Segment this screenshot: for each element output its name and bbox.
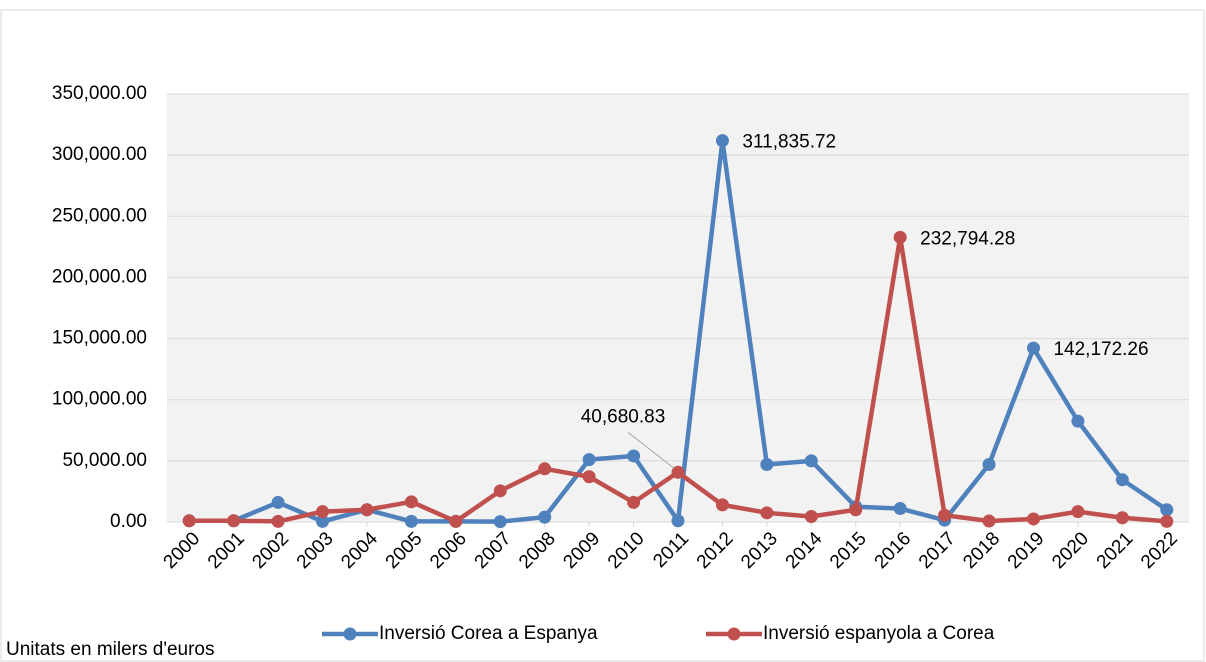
series-marker (360, 503, 374, 517)
y-tick-label: 150,000.00 (52, 328, 147, 349)
series-marker (760, 506, 774, 520)
series-marker (582, 470, 596, 484)
series-marker (404, 514, 418, 528)
legend-label: Inversió espanyola a Corea (763, 623, 995, 644)
series-marker (493, 484, 507, 498)
series-marker (1160, 503, 1174, 517)
series-marker (316, 514, 330, 528)
series-marker (538, 510, 552, 524)
series-marker (404, 495, 418, 509)
y-tick-label: 250,000.00 (52, 205, 147, 226)
data-label: 40,680.83 (581, 406, 666, 427)
series-marker (893, 230, 907, 244)
series-marker (1026, 341, 1040, 355)
series-marker (627, 495, 641, 509)
series-marker (982, 458, 996, 472)
series-marker (893, 502, 907, 516)
series-marker (1071, 414, 1085, 428)
series-marker (582, 453, 596, 467)
y-tick-label: 50,000.00 (62, 450, 147, 471)
series-marker (316, 505, 330, 519)
legend-marker (343, 627, 357, 641)
series-marker (449, 514, 463, 528)
series-marker (804, 509, 818, 523)
series-marker (271, 514, 285, 528)
series-marker (627, 449, 641, 463)
data-label: 142,172.26 (1053, 339, 1148, 360)
data-label: 311,835.72 (742, 132, 836, 153)
series-marker (849, 503, 863, 517)
series-marker (271, 495, 285, 509)
series-marker (1026, 512, 1040, 526)
series-marker (760, 458, 774, 472)
series-marker (1160, 514, 1174, 528)
y-tick-label: 0.00 (110, 511, 147, 532)
series-marker (671, 514, 685, 528)
series-marker (982, 514, 996, 528)
legend-marker (727, 627, 741, 641)
series-marker (938, 508, 952, 522)
note: Unitats en milers d'euros (6, 639, 215, 660)
series-marker (1071, 505, 1085, 519)
legend-label: Inversió Corea a Espanya (379, 623, 598, 644)
leader-line (627, 431, 675, 469)
data-label: 232,794.28 (920, 228, 1015, 249)
y-tick-label: 350,000.00 (52, 83, 147, 104)
y-tick-label: 200,000.00 (52, 266, 147, 287)
series-marker (1115, 511, 1129, 525)
series-marker (182, 514, 196, 528)
plot-area (167, 94, 1189, 522)
series-marker (804, 454, 818, 468)
y-tick-label: 100,000.00 (52, 389, 147, 410)
series-marker (1115, 473, 1129, 487)
series-marker (538, 462, 552, 476)
series-marker (715, 134, 729, 148)
series-marker (493, 515, 507, 529)
y-tick-label: 300,000.00 (52, 144, 147, 165)
series-marker (715, 498, 729, 512)
series-marker (227, 514, 241, 528)
series-marker (671, 465, 685, 479)
